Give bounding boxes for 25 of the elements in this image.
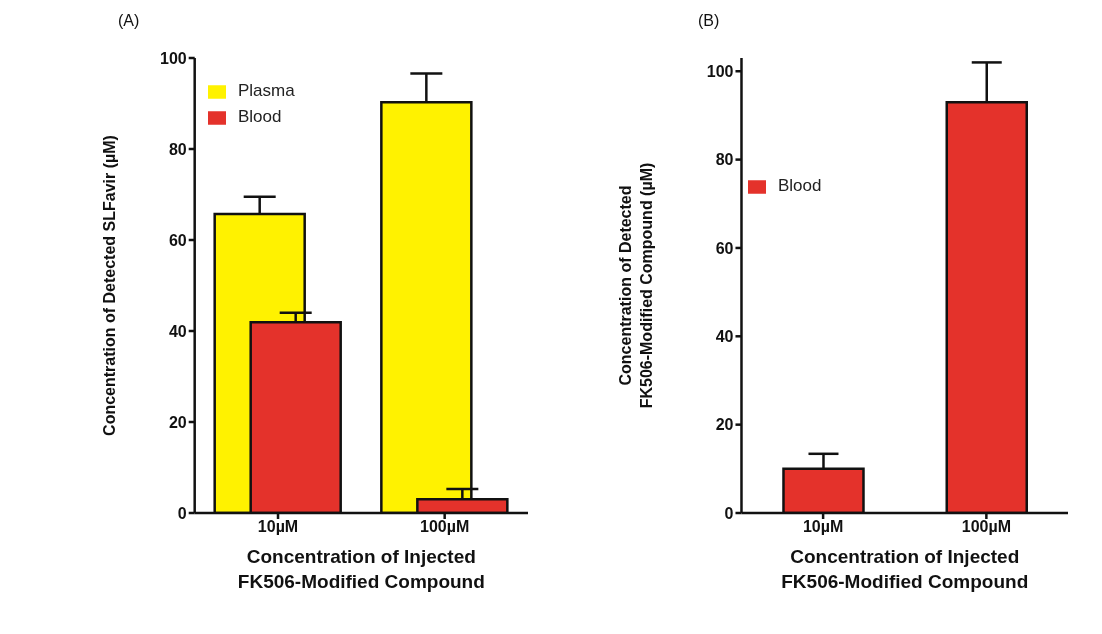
chart-title: (A)	[118, 12, 140, 30]
y-tick-label: 100	[159, 49, 187, 67]
y-tick-label: 100	[706, 62, 734, 80]
y-tick-label: 40	[168, 322, 187, 340]
x-tick-label: 100µM	[420, 518, 470, 536]
x-tick-label: 10µM	[257, 518, 299, 536]
y-tick-label: 60	[715, 239, 734, 257]
y-tick-label: 0	[177, 504, 187, 522]
legend-label: Plasma	[238, 81, 295, 100]
legend-label: Blood	[778, 176, 822, 195]
y-axis-title: Concentration of Detected FK506-Modified Compound (µM)	[617, 162, 656, 409]
y-tick-label: 80	[715, 151, 734, 169]
x-tick-label: 100µM	[961, 518, 1011, 536]
chart-title: (B)	[698, 12, 720, 30]
x-axis-title: Concentration of Injected FK506-Modified Compound	[237, 546, 485, 592]
y-tick-label: 20	[715, 416, 734, 434]
y-tick-label: 20	[168, 413, 187, 431]
y-axis-title: Concentration of Detected SLFavir (µM)	[100, 135, 118, 436]
y-tick-label: 60	[168, 231, 187, 249]
y-tick-label: 0	[724, 504, 734, 522]
y-tick-label: 40	[715, 327, 734, 345]
legend-label: Blood	[238, 107, 282, 126]
x-tick-label: 10µM	[802, 518, 844, 536]
x-axis-title: Concentration of Injected FK506-Modified Compound	[781, 546, 1029, 592]
y-tick-label: 80	[168, 140, 187, 158]
